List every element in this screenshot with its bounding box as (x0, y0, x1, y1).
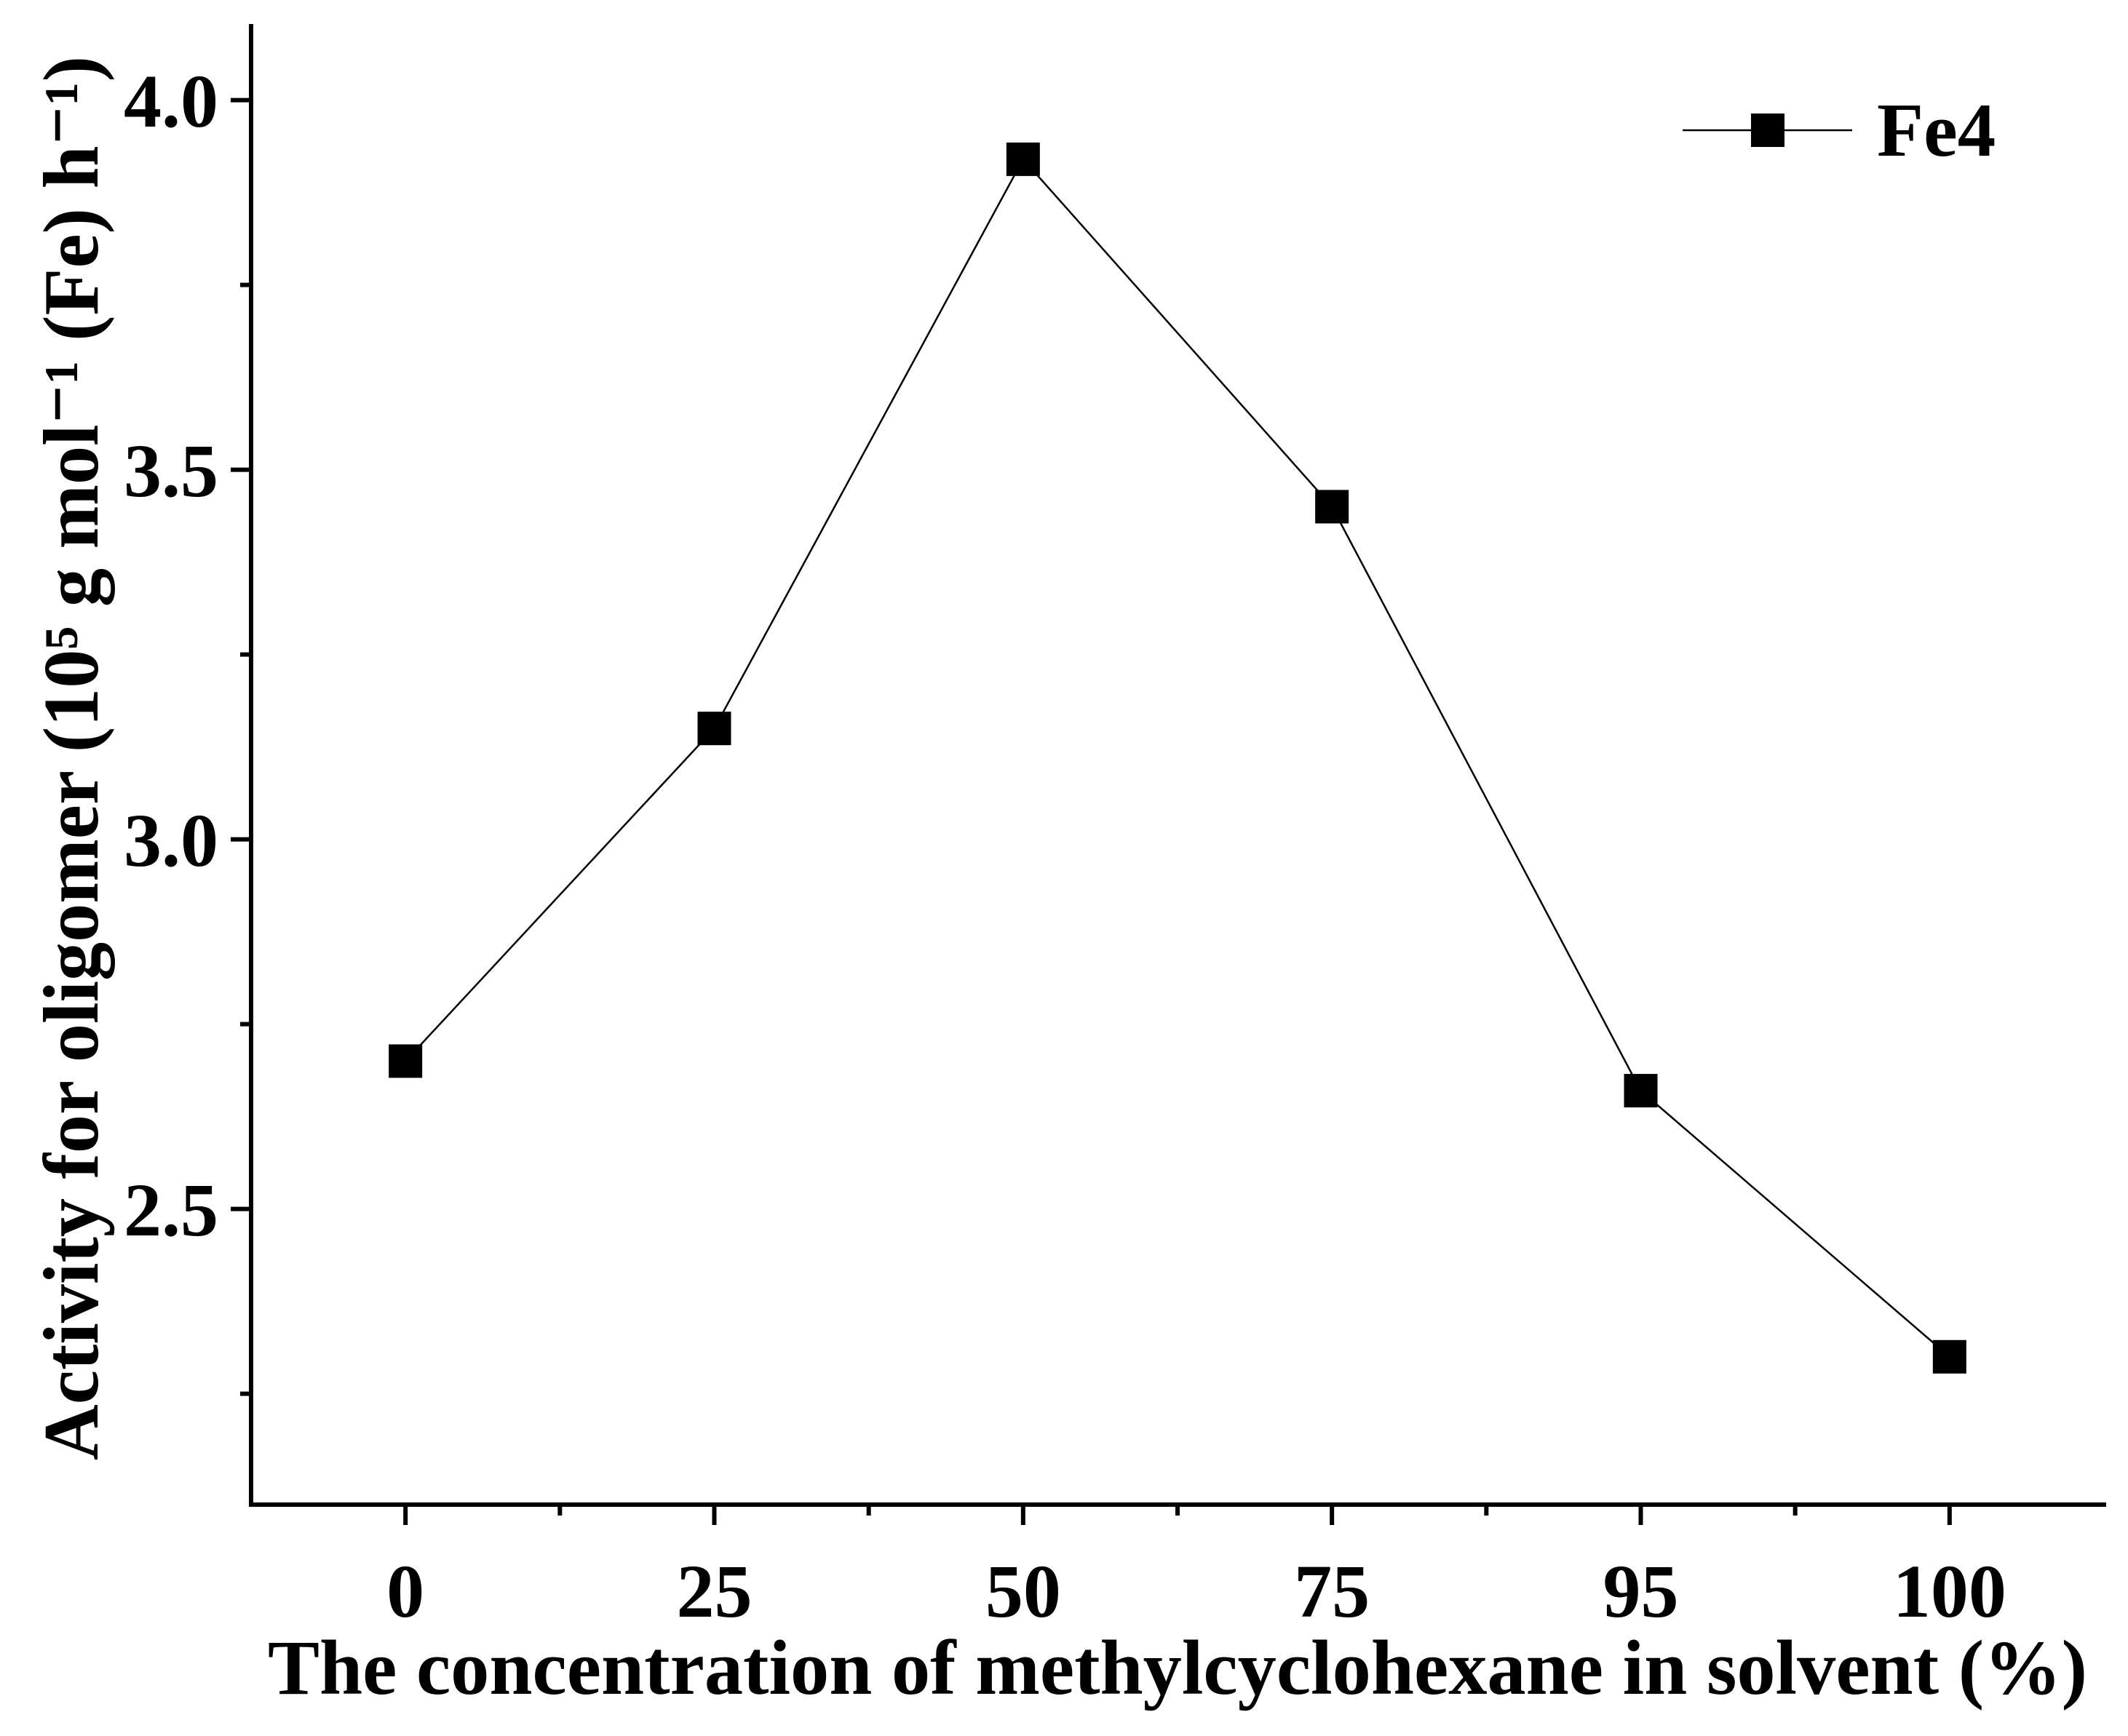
legend-marker-square (1751, 114, 1784, 147)
legend: Fe4 (1683, 87, 1996, 172)
y-tick-label: 2.5 (124, 1168, 218, 1252)
x-tick-label: 50 (985, 1550, 1061, 1633)
data-point (1315, 490, 1349, 524)
x-tick-label: 95 (1603, 1550, 1679, 1633)
data-point (697, 712, 731, 746)
series-line (405, 157, 1950, 1358)
x-tick-label: 75 (1294, 1550, 1370, 1633)
y-axis-label: Activity for oligomer (10⁵ g mol⁻¹ (Fe) … (28, 56, 115, 1460)
series-fe4 (389, 142, 1966, 1374)
data-point (389, 1044, 423, 1078)
x-tick-label: 25 (677, 1550, 753, 1633)
x-tick-label: 100 (1893, 1550, 2006, 1633)
x-axis-label: The concentration of methylcyclohexane i… (268, 1625, 2087, 1711)
y-tick-label: 3.5 (124, 429, 218, 513)
data-point (1932, 1339, 1966, 1374)
axes-frame (249, 24, 2106, 1507)
data-point (1624, 1074, 1658, 1108)
tick-labels: 2.5 3.0 3.5 4.0 0 25 50 75 95 100 (124, 60, 2006, 1633)
y-tick-label: 3.0 (124, 799, 218, 883)
legend-label: Fe4 (1877, 87, 1996, 172)
data-point (1006, 142, 1040, 176)
y-tick-label: 4.0 (124, 60, 218, 143)
x-tick-label: 0 (386, 1550, 424, 1633)
